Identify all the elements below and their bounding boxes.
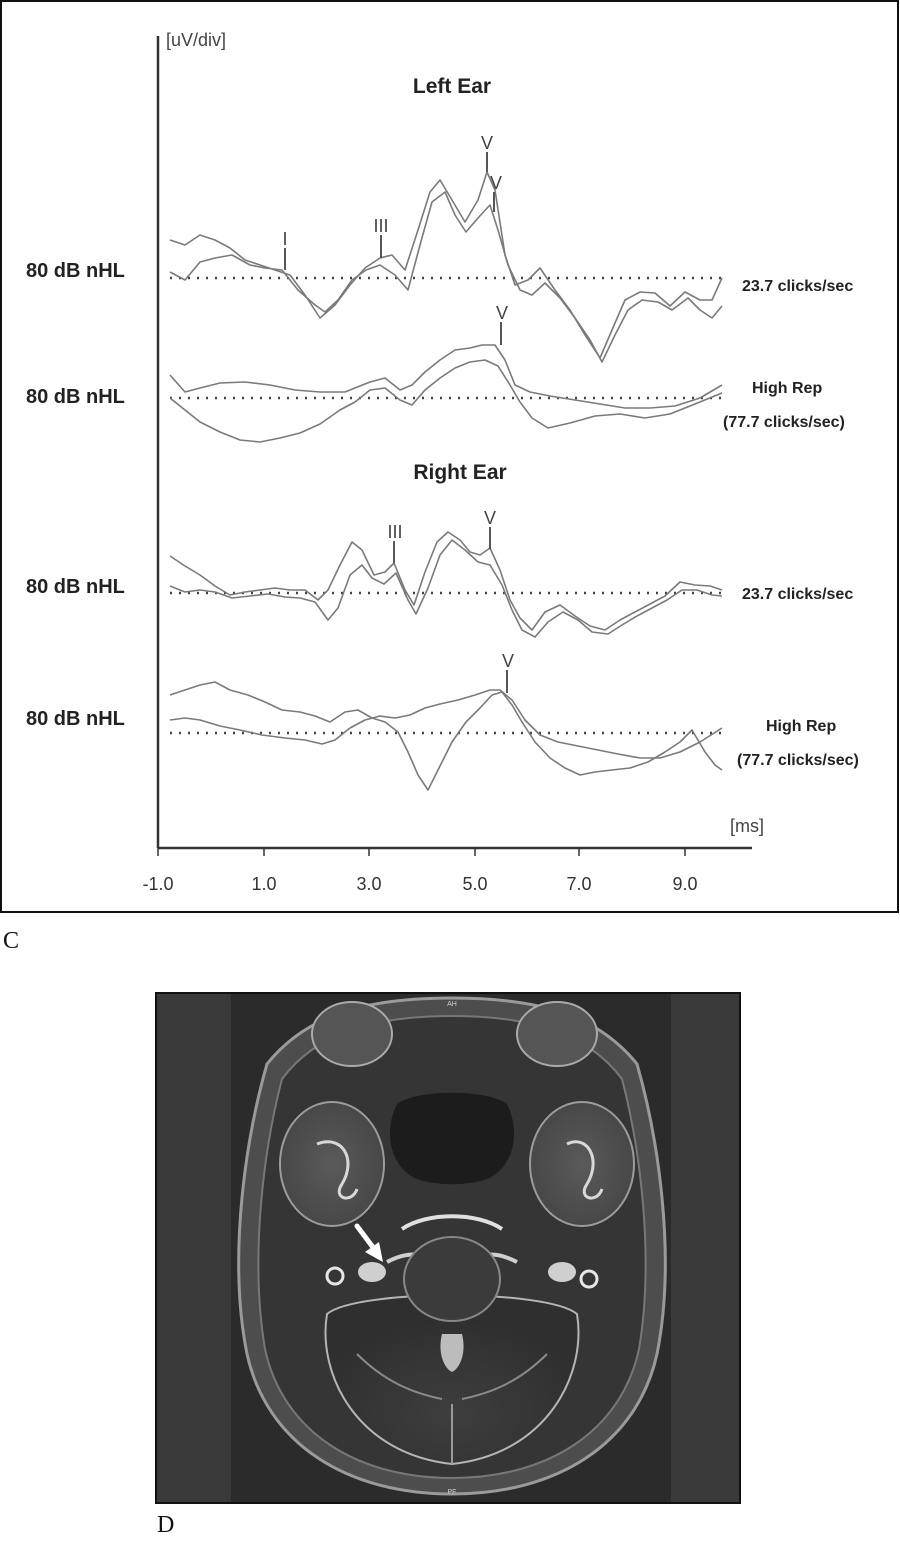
waveform-trace [169,531,723,631]
x-tick-label: 9.0 [672,874,697,894]
panel-frame [0,0,899,913]
peak-label: V [502,651,514,671]
y-unit-label: [uV/div] [166,30,226,50]
peak-label: V [490,173,502,193]
peak-markers [284,152,508,693]
rate-label: (77.7 clicks/sec) [737,752,859,769]
orientation-marker-top: AH [447,1001,457,1008]
mri-axial-image: AH PF [231,994,671,1502]
panel-letter-c: C [3,928,20,954]
intensity-label: 80 dB nHL [26,708,125,730]
peak-label: V [484,508,496,528]
mri-image-panel: AH PF [155,992,741,1504]
x-tick-label: -1.0 [142,874,173,894]
peak-label: I [282,229,287,249]
intensity-label: 80 dB nHL [26,386,125,408]
abr-chart: -1.0 1.0 3.0 5.0 7.0 9.0 [uV/div] [ms] L… [0,0,899,913]
waveform-trace [169,344,723,409]
baselines [170,276,722,735]
waveform-trace [169,191,723,363]
intensity-label: 80 dB nHL [26,576,125,598]
rate-label: 23.7 clicks/sec [742,278,853,295]
x-tick-label: 1.0 [251,874,276,894]
rate-label: (77.7 clicks/sec) [723,414,845,431]
x-tick-label: 5.0 [462,874,487,894]
panel-letter-d: D [157,1512,175,1538]
peak-label: V [481,133,493,153]
arrow-icon [354,1223,383,1262]
section-title-left-ear: Left Ear [413,75,491,98]
peak-label: V [496,303,508,323]
waveform-trace [169,539,723,638]
waveform-trace [169,359,723,443]
orientation-marker-bottom: PF [448,1489,457,1496]
rate-label: High Rep [766,718,836,735]
intensity-label: 80 dB nHL [26,260,125,282]
x-tick-label: 7.0 [566,874,591,894]
section-title-right-ear: Right Ear [413,461,506,484]
x-tick-marks [157,848,686,856]
waveform-trace [169,681,723,791]
peak-label: III [387,522,402,542]
waveform-trace [169,689,723,759]
peak-label: III [373,216,388,236]
rate-label: 23.7 clicks/sec [742,586,853,603]
rate-label: High Rep [752,380,822,397]
x-tick-label: 3.0 [356,874,381,894]
abr-figure-panel: -1.0 1.0 3.0 5.0 7.0 9.0 [uV/div] [ms] L… [0,0,899,913]
x-unit-label: [ms] [730,816,764,836]
